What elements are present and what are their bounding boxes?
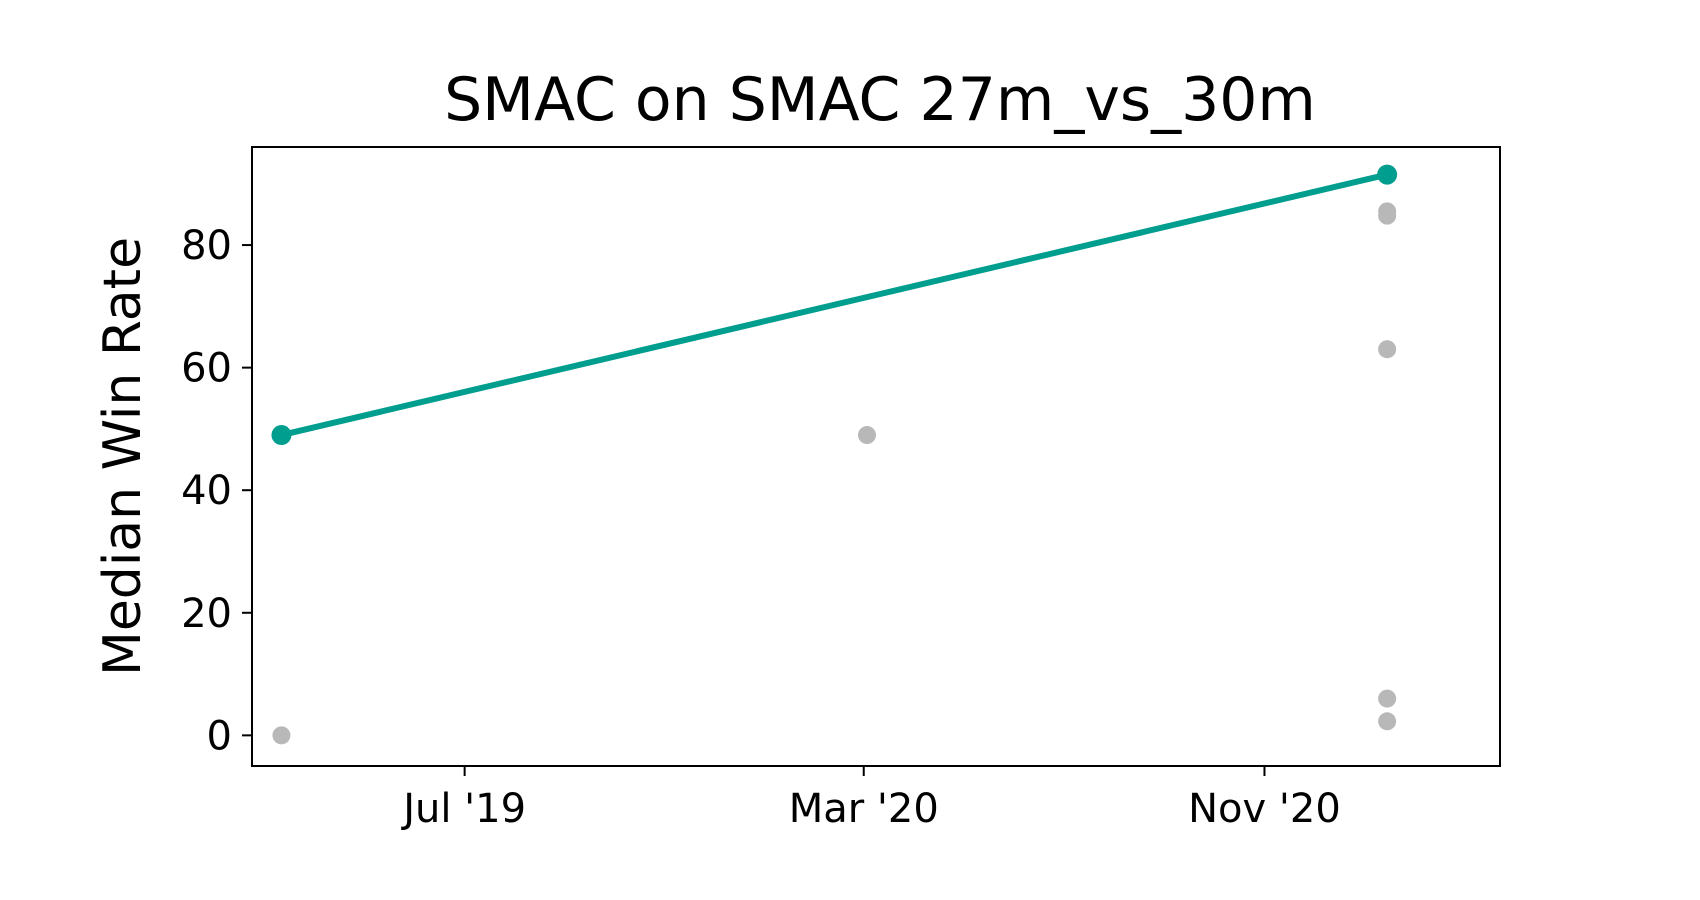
chart-title: SMAC on SMAC 27m_vs_30m: [444, 65, 1316, 135]
y-tick-label: 80: [181, 223, 232, 269]
data-point-other: [1378, 689, 1397, 708]
plot-area: 0 20 40 60 80 Jul '19 Mar '20 Nov '20: [181, 146, 1501, 832]
x-tick-label: Nov '20: [1188, 786, 1341, 832]
y-tick-label: 0: [207, 713, 232, 759]
y-tick-label: 40: [181, 468, 232, 514]
data-point-other: [858, 426, 877, 445]
x-tick-label: Jul '19: [400, 786, 526, 832]
plot-frame: [251, 146, 1501, 767]
y-tick-label: 20: [181, 591, 232, 637]
data-point-other: [1378, 340, 1397, 359]
sota-line: [280, 171, 1388, 438]
data-point-sota: [1377, 164, 1398, 185]
data-point-other: [272, 726, 291, 745]
data-point-other: [1378, 206, 1397, 225]
data-point-sota: [271, 425, 292, 446]
y-axis-label: Median Win Rate: [93, 237, 153, 676]
data-point-other: [1378, 712, 1397, 731]
y-tick-label: 60: [181, 346, 232, 392]
x-tick-label: Mar '20: [789, 786, 939, 832]
